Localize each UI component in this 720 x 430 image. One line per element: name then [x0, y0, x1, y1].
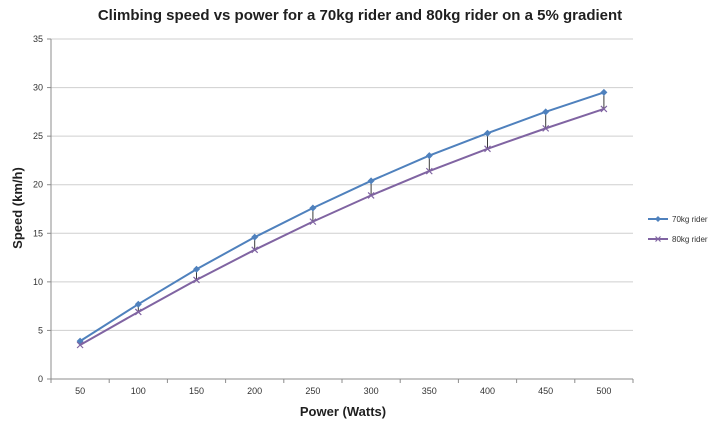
y-tick-label: 0 [38, 374, 43, 384]
data-point [251, 246, 259, 254]
legend-label: 70kg rider [672, 215, 708, 224]
legend-marker [655, 216, 661, 222]
difference-lines [79, 92, 605, 345]
x-tick-label: 200 [247, 386, 262, 396]
y-axis-title: Speed (km/h) [10, 167, 25, 249]
gridlines [51, 38, 633, 331]
data-point [309, 204, 317, 212]
y-tick-label: 5 [38, 325, 43, 335]
y-tick-label: 30 [33, 83, 43, 93]
x-axis-title: Power (Watts) [300, 404, 386, 419]
x-tick-label: 300 [364, 386, 379, 396]
x-tick-label: 250 [305, 386, 320, 396]
series-line-1 [79, 107, 605, 346]
y-tick-label: 15 [33, 228, 43, 238]
data-point [367, 177, 375, 185]
data-point [425, 167, 433, 175]
chart-title: Climbing speed vs power for a 70kg rider… [98, 7, 622, 24]
data-point [600, 88, 608, 96]
x-tick-labels: 50 100 150 200 250 300 350 400 450 500 [75, 386, 611, 396]
axes [47, 38, 634, 383]
data-point [484, 129, 491, 137]
x-tick-label: 50 [75, 386, 85, 396]
legend: 70kg rider 80kg rider [648, 215, 708, 244]
data-point [484, 145, 491, 153]
data-point [542, 124, 550, 132]
data-point [134, 308, 142, 316]
legend-label: 80kg rider [672, 235, 708, 244]
y-tick-label: 25 [33, 131, 43, 141]
data-point [309, 218, 317, 226]
x-tick-label: 350 [422, 386, 437, 396]
legend-marker [655, 236, 661, 242]
data-point [251, 233, 259, 241]
data-point [425, 152, 433, 160]
x-tick-label: 100 [131, 386, 146, 396]
x-tick-label: 500 [596, 386, 611, 396]
data-point [600, 105, 608, 113]
y-tick-labels: 0 5 10 15 20 25 30 35 [33, 34, 43, 384]
y-tick-label: 20 [33, 180, 43, 190]
x-tick-label: 450 [538, 386, 553, 396]
series [76, 88, 608, 349]
data-point [542, 108, 550, 116]
data-point [76, 341, 84, 349]
data-point [134, 300, 142, 308]
x-tick-label: 400 [480, 386, 495, 396]
data-point [193, 276, 200, 284]
y-tick-label: 35 [33, 34, 43, 44]
data-point [367, 191, 375, 199]
data-point [193, 265, 200, 273]
x-tick-label: 150 [189, 386, 204, 396]
y-tick-label: 10 [33, 277, 43, 287]
series-line-0 [79, 91, 605, 342]
